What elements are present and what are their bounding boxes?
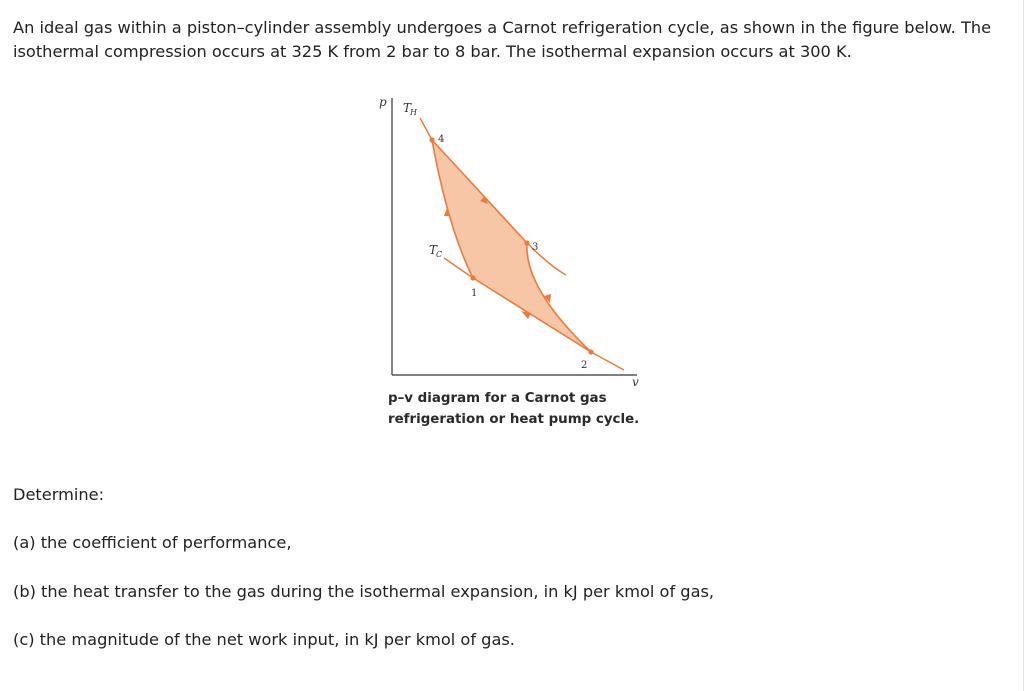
th-isotherm-extension: [419, 117, 433, 141]
tc-isotherm-extension: [443, 257, 474, 279]
state-label-2: 2: [581, 360, 587, 371]
state-point-1: [470, 275, 476, 281]
th-isotherm-tail: [526, 242, 567, 276]
process-3-2: [526, 242, 592, 353]
arrow-process-3-2: [544, 294, 551, 303]
tc-label: T C: [429, 243, 442, 259]
th-label: T H: [403, 101, 418, 117]
question-c: (c) the magnitude of the net work input,…: [13, 630, 515, 649]
state-label-1: 1: [471, 288, 477, 299]
question-a: (a) the coefficient of performance,: [13, 533, 292, 552]
questions-intro: Determine:: [13, 485, 105, 504]
caption-line-1: p–v diagram for a Carnot gas: [388, 391, 607, 406]
figure-caption: p–v diagram for a Carnot gas refrigerati…: [388, 388, 648, 430]
th-label-base: T: [403, 101, 412, 115]
caption-line-2: refrigeration or heat pump cycle.: [388, 412, 640, 427]
th-label-sub: H: [409, 108, 418, 117]
cycle-region: [432, 140, 591, 352]
state-label-4: 4: [438, 134, 444, 145]
tc-label-base: T: [429, 243, 438, 257]
state-point-3: [524, 240, 530, 246]
pv-diagram-svg: p v T H T C 4 3 2 1: [379, 95, 639, 389]
arrow-process-1-4: [444, 208, 450, 216]
process-1-4: [431, 139, 474, 279]
state-point-2: [588, 349, 594, 355]
problem-statement: An ideal gas within a piston–cylinder as…: [13, 18, 992, 61]
tc-isotherm-tail: [590, 351, 625, 371]
state-label-3: 3: [532, 242, 538, 253]
process-2-1: [472, 277, 592, 353]
arrow-process-2-1: [521, 311, 531, 319]
p-axis-label: p: [379, 95, 387, 109]
question-b: (b) the heat transfer to the gas during …: [13, 582, 715, 601]
v-axis-label: v: [632, 375, 639, 389]
tc-label-sub: C: [436, 250, 442, 259]
arrow-process-4-3: [480, 196, 488, 204]
pv-diagram-figure: p v T H T C 4 3 2 1 p–v diagram for a Ca…: [372, 88, 662, 438]
process-4-3: [431, 139, 528, 244]
state-point-4: [429, 137, 435, 143]
